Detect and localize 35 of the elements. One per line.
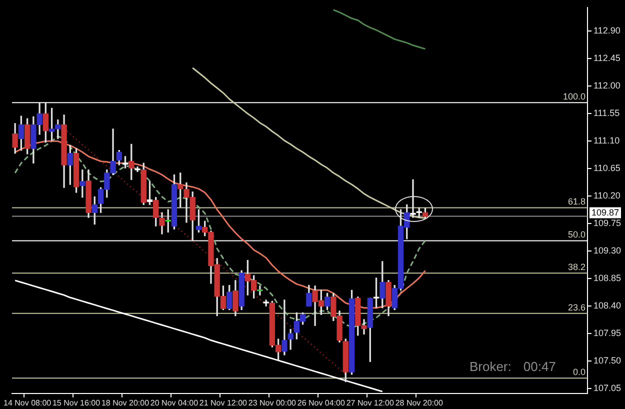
annotation: 00:47 [523,358,556,374]
y-tick-label: 107.50 [593,356,622,366]
annotation: 50.0 [568,230,586,240]
annotation: 38.2 [568,262,586,272]
y-tick-label: 111.10 [593,136,620,146]
y-tick-label: 112.00 [593,80,620,91]
y-tick-label: 112.45 [593,53,620,64]
annotation: Broker: [469,358,512,374]
y-tick-label: 110.20 [593,190,620,201]
ref-line-label: 109.87 [591,207,620,218]
x-tick-label: 26 Nov 04:00 [297,398,346,408]
candlestick [257,286,263,296]
x-tick-label: 18 Nov 20:00 [101,398,150,408]
y-tick-label: 109.30 [593,246,622,256]
y-tick-label: 108.40 [593,300,622,311]
x-tick-label: 14 Nov 08:00 [4,398,52,408]
x-tick-label: 21 Nov 12:00 [199,398,248,408]
y-tick-label: 111.55 [593,108,620,118]
candlestick [282,300,288,356]
annotation: 23.6 [568,302,586,312]
candlestick [410,179,416,218]
y-tick-label: 110.65 [593,163,620,174]
x-tick-label: 15 Nov 16:00 [52,398,101,408]
annotation: 100.0 [562,92,586,102]
y-tick-label: 109.75 [593,218,622,228]
x-tick-label: 23 Nov 00:00 [248,398,297,408]
annotation: 0.0 [572,367,586,378]
x-tick-label: 27 Nov 12:00 [346,398,394,408]
y-tick-label: 108.85 [593,273,622,284]
x-tick-label: 28 Nov 20:00 [395,398,444,408]
y-tick-label: 107.95 [593,328,622,338]
x-tick-label: 20 Nov 04:00 [150,398,199,408]
annotation: 61.8 [568,196,586,207]
y-tick-label: 112.90 [593,26,620,36]
y-tick-label: 107.05 [593,383,622,393]
